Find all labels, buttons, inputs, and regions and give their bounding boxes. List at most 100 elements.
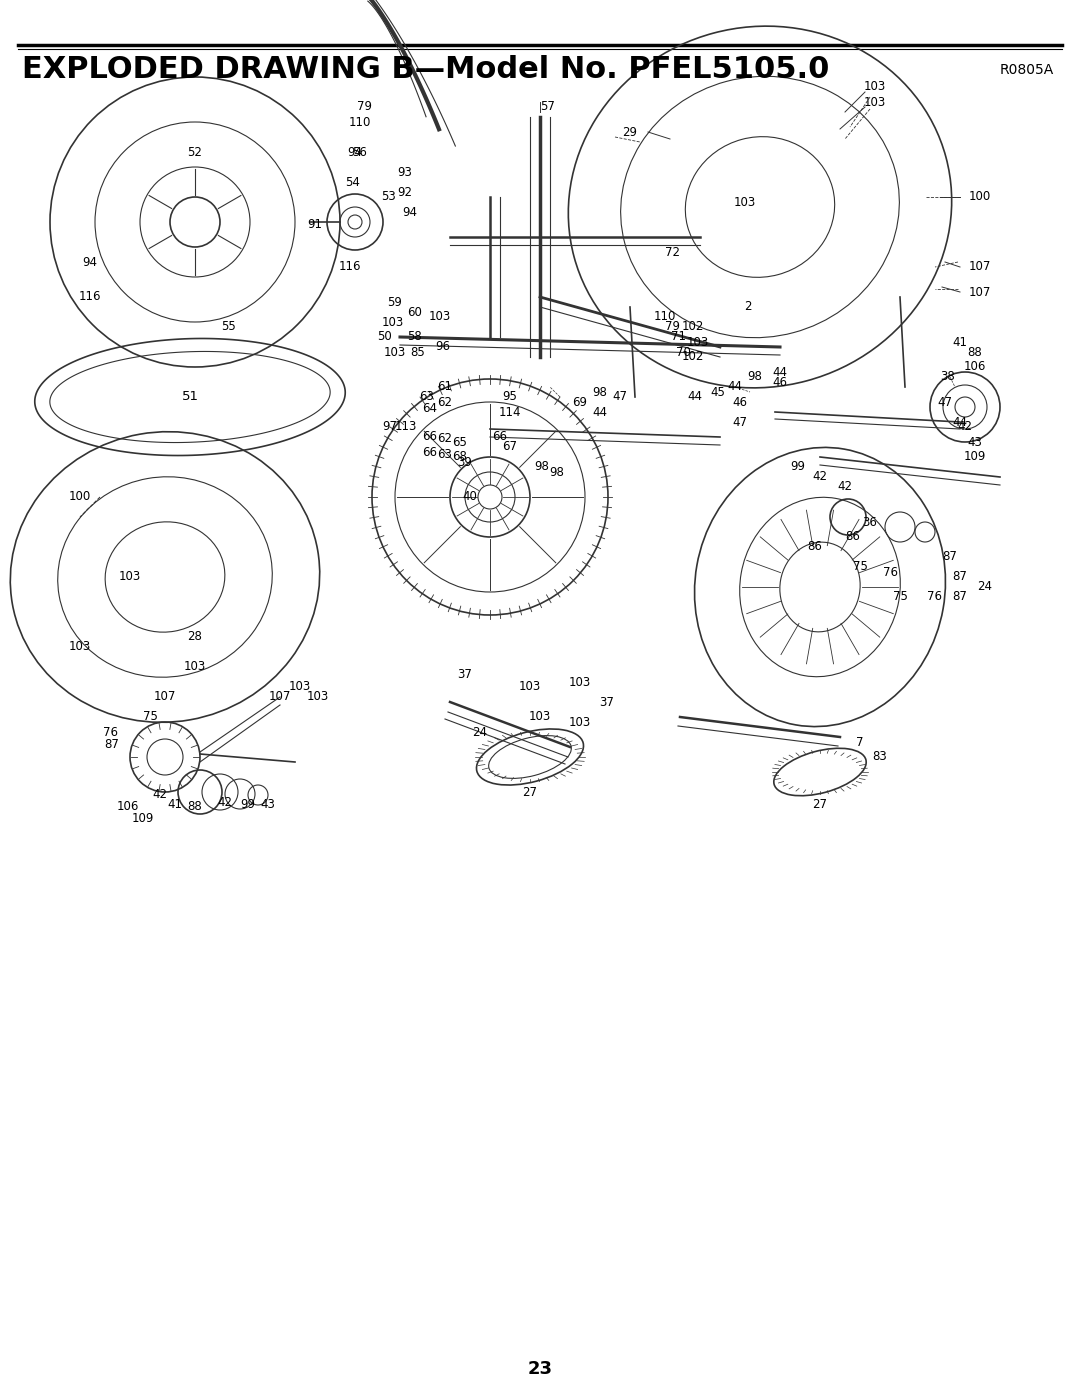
Text: 54: 54 <box>346 176 361 189</box>
Text: 92: 92 <box>397 186 413 198</box>
Text: 61: 61 <box>437 380 453 394</box>
Text: 96: 96 <box>435 341 450 353</box>
Text: 103: 103 <box>288 680 311 693</box>
Text: 59: 59 <box>388 296 403 309</box>
Text: 28: 28 <box>188 630 202 644</box>
Text: 103: 103 <box>734 196 756 208</box>
Text: 107: 107 <box>269 690 292 704</box>
Text: 103: 103 <box>307 690 329 704</box>
Text: 44: 44 <box>772 366 787 379</box>
Text: 107: 107 <box>153 690 176 704</box>
Text: 69: 69 <box>572 395 588 408</box>
Text: 41: 41 <box>953 335 968 348</box>
Text: 98: 98 <box>550 465 565 479</box>
Text: 71: 71 <box>671 331 686 344</box>
Text: 46: 46 <box>732 395 747 408</box>
Text: 55: 55 <box>220 320 235 334</box>
Text: 2: 2 <box>744 300 752 313</box>
Text: EXPLODED DRAWING B—Model No. PFEL5105.0: EXPLODED DRAWING B—Model No. PFEL5105.0 <box>22 56 829 84</box>
Text: 57: 57 <box>541 101 555 113</box>
Text: 100: 100 <box>969 190 991 204</box>
Text: 106: 106 <box>963 360 986 373</box>
Text: 94: 94 <box>82 256 97 268</box>
Text: 44: 44 <box>688 391 702 404</box>
Text: 66: 66 <box>492 430 508 443</box>
Text: 62: 62 <box>437 395 453 408</box>
Text: 40: 40 <box>462 490 477 503</box>
Text: 103: 103 <box>687 335 710 348</box>
Text: 97: 97 <box>382 420 397 433</box>
Text: 52: 52 <box>188 145 202 158</box>
Text: 41: 41 <box>167 798 183 810</box>
Text: 102: 102 <box>681 351 704 363</box>
Text: 110: 110 <box>653 310 676 324</box>
Text: 45: 45 <box>711 386 726 398</box>
Text: 103: 103 <box>383 345 406 359</box>
Text: 44: 44 <box>728 380 743 394</box>
Text: 42: 42 <box>812 471 827 483</box>
Text: 94: 94 <box>403 205 418 218</box>
Text: 86: 86 <box>846 531 861 543</box>
Text: 114: 114 <box>499 405 522 419</box>
Text: 42: 42 <box>152 788 167 800</box>
Text: 36: 36 <box>863 515 877 528</box>
Text: 67: 67 <box>502 440 517 454</box>
Text: 75: 75 <box>143 711 158 724</box>
Text: 63: 63 <box>437 447 453 461</box>
Text: 98: 98 <box>535 461 550 474</box>
Text: 76: 76 <box>882 566 897 578</box>
Text: 79: 79 <box>664 320 679 334</box>
Text: 65: 65 <box>453 436 468 448</box>
Text: 66: 66 <box>422 430 437 443</box>
Text: 103: 103 <box>518 680 541 693</box>
Text: 44: 44 <box>953 415 968 429</box>
Text: 27: 27 <box>523 785 538 799</box>
Text: 103: 103 <box>864 95 886 109</box>
Text: 75: 75 <box>852 560 867 574</box>
Text: 110: 110 <box>349 116 372 129</box>
Text: 93: 93 <box>397 165 413 179</box>
Text: 62: 62 <box>437 433 453 446</box>
Text: 88: 88 <box>188 800 202 813</box>
Text: 91: 91 <box>308 218 323 231</box>
Text: 107: 107 <box>969 285 991 299</box>
Text: 116: 116 <box>79 291 102 303</box>
Text: 103: 103 <box>382 316 404 328</box>
Text: 66: 66 <box>422 446 437 458</box>
Text: 95: 95 <box>502 391 517 404</box>
Text: 87: 87 <box>953 570 968 584</box>
Text: 23: 23 <box>527 1361 553 1377</box>
Text: 98: 98 <box>593 386 607 398</box>
Text: 47: 47 <box>732 415 747 429</box>
Text: 107: 107 <box>969 260 991 274</box>
Text: 47: 47 <box>937 395 953 408</box>
Text: 103: 103 <box>184 661 206 673</box>
Text: 72: 72 <box>664 246 679 258</box>
Text: 38: 38 <box>941 370 956 384</box>
Text: 64: 64 <box>422 402 437 415</box>
Text: 70: 70 <box>676 345 690 359</box>
Text: 109: 109 <box>963 450 986 464</box>
Text: 44: 44 <box>593 405 607 419</box>
Text: 68: 68 <box>453 450 468 464</box>
Text: 46: 46 <box>772 376 787 388</box>
Text: 76: 76 <box>103 725 118 739</box>
Text: 88: 88 <box>968 345 983 359</box>
Text: 24: 24 <box>977 581 993 594</box>
Text: 7: 7 <box>856 735 864 749</box>
Text: 113: 113 <box>395 420 417 433</box>
Text: 63: 63 <box>419 391 434 404</box>
Text: 37: 37 <box>458 668 472 680</box>
Text: 116: 116 <box>339 260 361 274</box>
Text: 103: 103 <box>429 310 451 324</box>
Text: 100: 100 <box>69 490 91 503</box>
Text: 56: 56 <box>352 145 367 158</box>
Text: 103: 103 <box>529 711 551 724</box>
Text: 85: 85 <box>410 345 426 359</box>
Text: 76: 76 <box>928 591 943 604</box>
Text: 42: 42 <box>837 481 852 493</box>
Text: 60: 60 <box>407 306 422 319</box>
Text: 37: 37 <box>599 696 615 708</box>
Text: 42: 42 <box>217 795 232 809</box>
Text: 27: 27 <box>812 798 827 810</box>
